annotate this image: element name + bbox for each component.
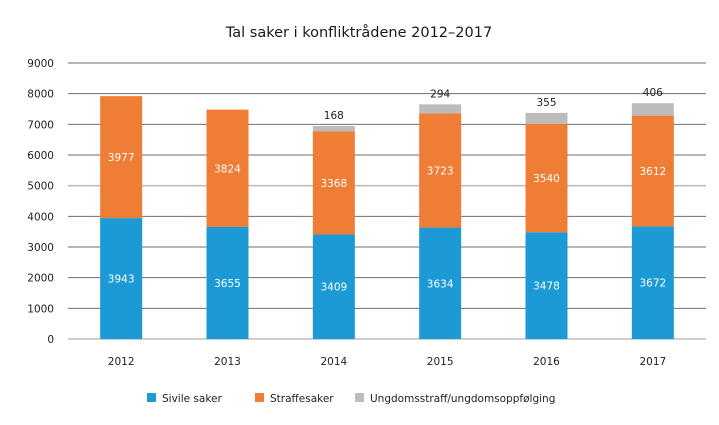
data-label: 3824 (214, 163, 241, 175)
bar-segment-ungdomsstraff-ungdomsoppf-lging-2014 (312, 126, 355, 132)
data-label: 3672 (639, 278, 666, 290)
y-tick-label: 2000 (27, 273, 54, 285)
x-tick-label: 2015 (427, 356, 454, 368)
x-tick-label: 2017 (639, 356, 666, 368)
y-axis: 0 1000 2000 3000 4000 5000 6000 7000 8000 9000 (27, 58, 54, 346)
data-label: 294 (430, 88, 450, 100)
bar-segment-straffesaker-2013 (206, 109, 249, 227)
bar-segment-sivile-saker-2017 (631, 226, 674, 339)
data-label: 3655 (214, 278, 241, 290)
bar-segment-straffesaker-2014 (312, 131, 355, 235)
legend-swatch (255, 393, 264, 402)
legend: Sivile saker Straffesaker Ungdomsstraff/un… (147, 393, 555, 405)
data-label: 355 (536, 97, 556, 109)
x-tick-label: 2013 (214, 356, 241, 368)
bar-segment-sivile-saker-2014 (312, 234, 355, 339)
y-tick-label: 3000 (27, 242, 54, 254)
y-tick-label: 6000 (27, 150, 54, 162)
bar-segment-sivile-saker-2012 (100, 218, 143, 339)
legend-swatch (147, 393, 156, 402)
legend-label: Ungdomsstraff/ungdomsoppfølging (370, 393, 555, 405)
x-tick-label: 2014 (320, 356, 347, 368)
x-tick-label: 2016 (533, 356, 560, 368)
bar-segment-straffesaker-2015 (419, 113, 462, 228)
legend-label: Sivile saker (162, 393, 222, 405)
bar-segment-ungdomsstraff-ungdomsoppf-lging-2016 (525, 112, 568, 124)
data-label: 168 (324, 110, 344, 122)
x-axis: 2012 2013 2014 2015 2016 2017 (108, 356, 666, 368)
bars: 3943 3977 3655 3824 3409 3368 168 3634 3723 294 34… (100, 87, 674, 339)
bar-segment-sivile-saker-2015 (419, 227, 462, 339)
bar-segment-sivile-saker-2016 (525, 232, 568, 339)
data-label: 3943 (108, 274, 135, 286)
gridlines (68, 62, 706, 340)
bar-segment-straffesaker-2012 (100, 96, 143, 219)
data-label: 3368 (320, 178, 347, 190)
legend-swatch (355, 393, 364, 402)
y-tick-label: 5000 (27, 181, 54, 193)
data-label: 3612 (639, 166, 666, 178)
y-tick-label: 0 (47, 334, 54, 346)
y-tick-label: 1000 (27, 303, 54, 315)
data-label: 3478 (533, 281, 560, 293)
data-label: 3723 (427, 165, 454, 177)
y-tick-label: 4000 (27, 211, 54, 223)
y-tick-label: 7000 (27, 119, 54, 131)
data-label: 3977 (108, 152, 135, 164)
bar-segment-straffesaker-2017 (631, 115, 674, 227)
data-label: 3540 (533, 173, 560, 185)
x-tick-label: 2012 (108, 356, 135, 368)
chart-title: Tal saker i konfliktrådene 2012–2017 (225, 24, 492, 41)
bar-segment-straffesaker-2016 (525, 123, 568, 233)
bar-segment-sivile-saker-2013 (206, 226, 249, 339)
legend-label: Straffesaker (270, 393, 334, 405)
bar-segment-ungdomsstraff-ungdomsoppf-lging-2015 (419, 104, 462, 114)
bar-segment-ungdomsstraff-ungdomsoppf-lging-2017 (631, 103, 674, 116)
data-label: 3409 (320, 282, 347, 294)
data-label: 3634 (427, 278, 454, 290)
y-tick-label: 9000 (27, 58, 54, 70)
y-tick-label: 8000 (27, 89, 54, 101)
data-label: 406 (643, 87, 663, 99)
